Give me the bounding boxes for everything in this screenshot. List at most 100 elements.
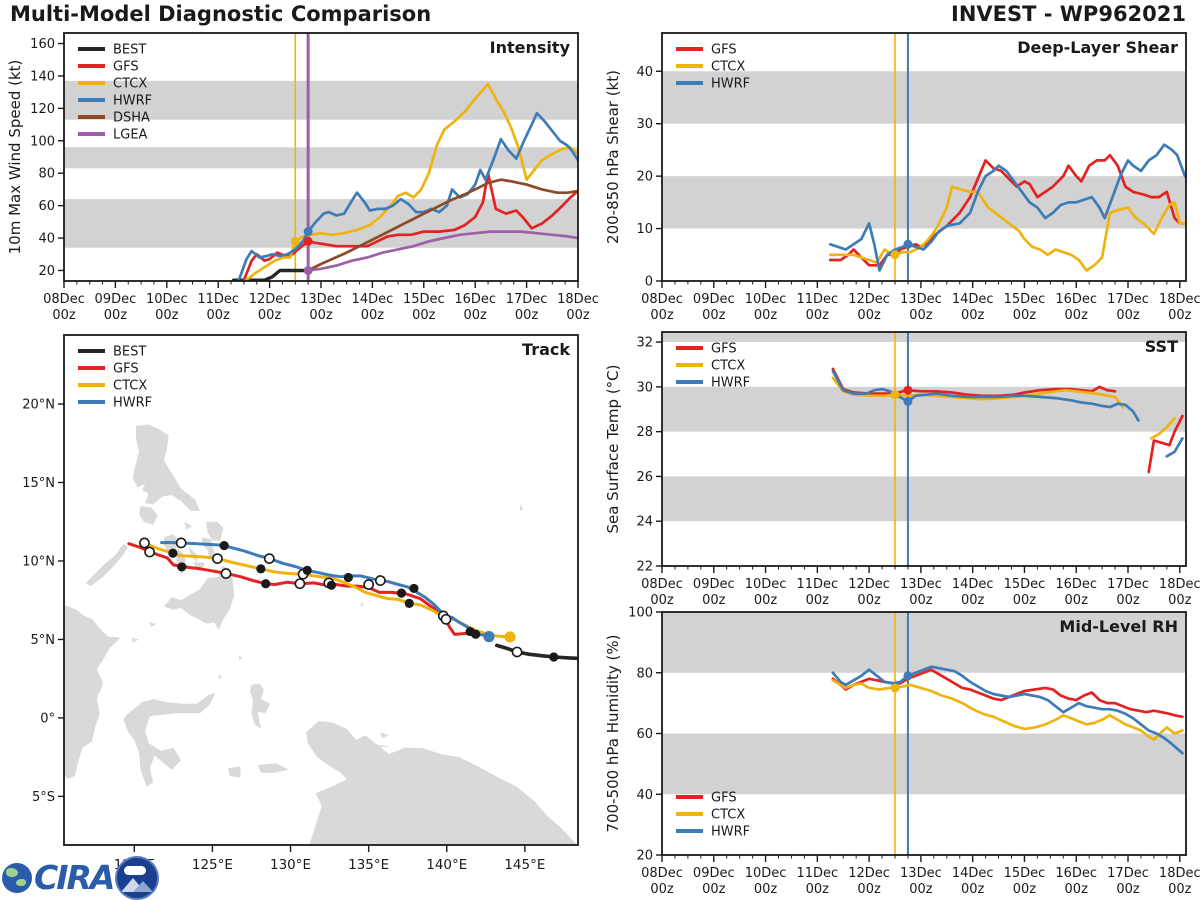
x-tick-hour-label: 00z — [566, 308, 590, 323]
x-tick-day-label: 09Dec — [693, 866, 735, 881]
y-tick-label: 30 — [636, 380, 653, 395]
x-tick-day-label: 18Dec — [1159, 292, 1200, 307]
rammb-badge-icon — [115, 856, 160, 900]
y-tick-label: 0° — [40, 711, 55, 726]
y-tick-label: 10°N — [22, 554, 55, 569]
legend-label-gfs: GFS — [711, 342, 737, 357]
x-tick-day-label: 13Dec — [300, 292, 342, 307]
category-band — [662, 476, 1186, 522]
x-tick-day-label: 12Dec — [848, 292, 890, 307]
x-tick-hour-label: 00z — [1013, 308, 1037, 323]
series-lgea-line — [306, 230, 578, 272]
x-tick-hour-label: 00z — [857, 882, 881, 897]
landmass — [228, 766, 241, 778]
y-tick-label: 28 — [636, 425, 653, 440]
x-tick-label: 145°E — [504, 857, 545, 873]
y-tick-label: 100 — [628, 606, 653, 621]
landmass — [239, 655, 243, 660]
x-tick-hour-label: 00z — [1013, 882, 1037, 897]
x-tick-day-label: 12Dec — [249, 292, 291, 307]
landmass — [520, 504, 524, 511]
legend-label-hwrf: HWRF — [113, 396, 152, 411]
x-tick-hour-label: 00z — [1065, 882, 1089, 897]
landmass — [123, 692, 216, 787]
waypoint-filled — [471, 629, 481, 639]
series-ctcx-line — [831, 376, 1176, 440]
x-tick-hour-label: 00z — [1065, 593, 1089, 608]
x-tick-day-label: 12Dec — [848, 577, 890, 592]
y-tick-label: 26 — [636, 470, 653, 485]
x-tick-day-label: 08Dec — [641, 292, 683, 307]
x-tick-hour-label: 00z — [155, 308, 179, 323]
x-tick-hour-label: 00z — [1168, 882, 1192, 897]
x-tick-hour-label: 00z — [1168, 593, 1192, 608]
legend-label-hwrf: HWRF — [711, 77, 750, 92]
legend-rh: GFS CTCX HWRF — [676, 791, 750, 840]
x-tick-day-label: 14Dec — [952, 866, 994, 881]
x-tick-day-label: 08Dec — [43, 292, 85, 307]
x-tick-hour-label: 00z — [702, 308, 726, 323]
waypoint-filled — [256, 564, 266, 574]
y-tick-label: 60 — [38, 199, 55, 214]
x-tick-day-label: 11Dec — [796, 866, 838, 881]
legend-label-dsha: DSHA — [113, 111, 150, 126]
series-hwrf-line — [831, 369, 1184, 458]
x-tick-hour-label: 00z — [754, 882, 778, 897]
frame-sst — [661, 331, 1187, 567]
init-marker-ctcx — [290, 236, 300, 246]
landmass — [139, 506, 158, 525]
legend-label-ctcx: CTCX — [711, 60, 745, 75]
landmass — [184, 521, 193, 530]
x-tick-day-label: 11Dec — [796, 292, 838, 307]
x-tick-hour-label: 00z — [806, 593, 830, 608]
invest-label: INVEST - WP962021 — [951, 2, 1186, 26]
x-tick-hour-label: 00z — [702, 593, 726, 608]
landmass — [132, 424, 200, 511]
x-tick-label: 125°E — [192, 857, 233, 873]
x-tick-day-label: 16Dec — [1055, 292, 1097, 307]
x-tick-hour-label: 00z — [361, 308, 385, 323]
waypoint-open — [374, 575, 386, 586]
x-tick-label: 130°E — [270, 857, 311, 873]
panel-track: 20°N15°N10°N5°N0°5°S120°E125°E130°E135°E… — [22, 334, 579, 873]
y-tick-label: 80 — [636, 666, 653, 681]
y-tick-label: 20 — [38, 264, 55, 279]
y-tick-label: 30 — [636, 117, 653, 132]
x-tick-hour-label: 00z — [104, 308, 128, 323]
y-tick-label: 5°S — [32, 790, 55, 805]
x-tick-hour-label: 00z — [650, 308, 674, 323]
x-tick-day-label: 17Dec — [1107, 577, 1149, 592]
category-band — [662, 71, 1186, 124]
waypoint-open — [440, 613, 452, 625]
series-group-sst — [831, 367, 1184, 474]
y-tick-label: 20 — [636, 170, 653, 185]
y-axis-label-intensity: 10m Max Wind Speed (kt) — [6, 60, 24, 255]
y-tick-label: 0 — [645, 275, 653, 290]
x-tick-hour-label: 00z — [52, 308, 76, 323]
x-tick-day-label: 09Dec — [693, 577, 735, 592]
legend-label-hwrf: HWRF — [113, 94, 152, 109]
legend-label-ctcx: CTCX — [113, 379, 147, 394]
y-tick-label: 140 — [30, 69, 55, 84]
landmass — [360, 601, 364, 607]
landmass — [257, 763, 289, 773]
series-best-track — [495, 643, 578, 661]
waypoint-filled — [168, 548, 178, 558]
x-tick-hour-label: 00z — [806, 308, 830, 323]
x-tick-day-label: 15Dec — [1004, 866, 1046, 881]
init-marker-hwrf — [903, 396, 913, 406]
x-tick-label: 135°E — [348, 857, 389, 873]
landmass — [206, 521, 224, 541]
legend-label-hwrf: HWRF — [711, 376, 750, 391]
landmass — [218, 674, 222, 679]
x-tick-hour-label: 00z — [1116, 882, 1140, 897]
category-band — [64, 147, 578, 169]
x-tick-hour-label: 00z — [909, 593, 933, 608]
x-tick-hour-label: 00z — [1013, 593, 1037, 608]
frame-shear — [661, 32, 1187, 282]
waypoint-open — [212, 553, 223, 565]
y-tick-label: 40 — [38, 232, 55, 247]
x-tick-day-label: 10Dec — [745, 577, 787, 592]
legend-label-ctcx: CTCX — [711, 359, 745, 374]
x-tick-day-label: 12Dec — [848, 866, 890, 881]
